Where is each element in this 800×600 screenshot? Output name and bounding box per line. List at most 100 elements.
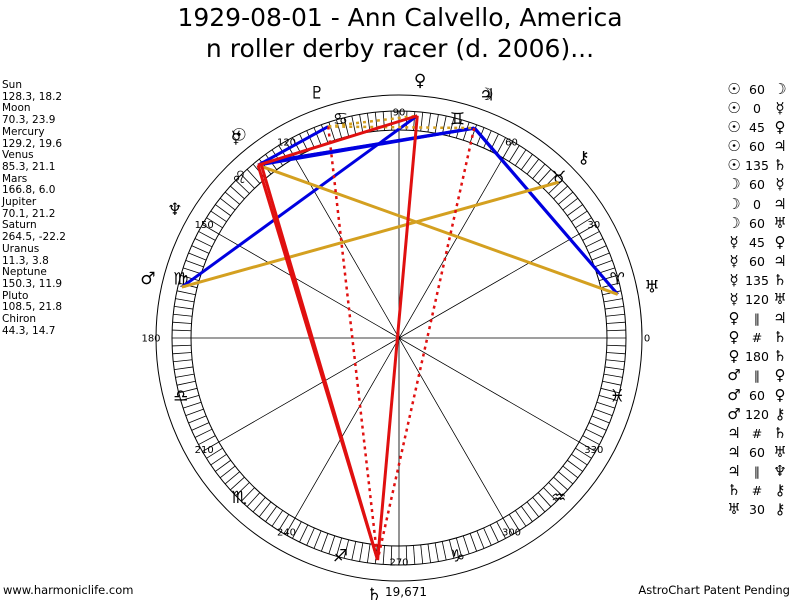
degree-tick: [182, 401, 202, 409]
aspect-row: ☉ 45 ♀: [724, 118, 790, 137]
degree-tick: [591, 252, 610, 261]
degree-tick: [502, 141, 513, 159]
planet-name: Neptune: [2, 266, 47, 279]
aspect-planet-a-icon: ♃: [727, 461, 741, 480]
aspect-value: 0: [753, 101, 761, 117]
degree-tick: [588, 245, 607, 254]
degree-tick: [258, 501, 272, 518]
aspect-planet-a-icon: ☿: [729, 290, 739, 309]
degree-tick: [606, 321, 626, 324]
aspect-planet-b-icon: ♄: [773, 347, 787, 366]
planet-name: Saturn: [2, 219, 37, 232]
degree-tick: [351, 541, 357, 561]
degree-tick: [299, 133, 309, 152]
aspect-row: ♂ 60 ♀: [724, 386, 790, 405]
degree-label: 180: [141, 334, 160, 345]
degree-tick: [359, 114, 364, 134]
degree-tick: [434, 114, 439, 134]
degree-tick: [441, 115, 447, 135]
degree-tick: [172, 352, 192, 355]
aspect-line: [260, 126, 476, 165]
degree-tick: [520, 506, 533, 522]
degree-tick: [520, 154, 533, 170]
aspect-planet-b-icon: ♀: [774, 232, 786, 251]
planet-glyph-icon: ☿: [231, 128, 241, 148]
degree-tick: [198, 435, 216, 445]
degree-tick: [235, 180, 250, 194]
degree-tick: [600, 387, 620, 394]
degree-tick: [194, 428, 213, 438]
degree-tick: [206, 447, 223, 459]
degree-label: 270: [389, 558, 408, 569]
degree-tick: [483, 130, 492, 149]
patent-footer: AstroChart Patent Pending: [638, 583, 790, 597]
aspect-row: ☉ 60 ☽: [724, 80, 790, 99]
degree-tick: [558, 471, 574, 485]
planet-name: Mercury: [2, 125, 45, 138]
degree-tick: [188, 415, 207, 424]
degree-tick: [172, 344, 192, 347]
degree-tick: [571, 210, 588, 223]
degree-label: 0: [644, 334, 650, 345]
aspect-planet-b-icon: ☿: [775, 99, 785, 118]
degree-tick: [219, 465, 236, 479]
degree-tick: [588, 422, 607, 431]
degree-tick: [526, 158, 540, 175]
degree-label: 90: [393, 108, 406, 119]
aspect-planet-b-icon: ♄: [773, 328, 787, 347]
degree-tick: [215, 204, 231, 217]
degree-tick: [185, 408, 204, 417]
aspect-line: [328, 125, 475, 130]
degree-tick: [605, 359, 625, 363]
aspect-planet-b-icon: ♀: [774, 118, 786, 137]
degree-tick: [427, 113, 431, 133]
planet-glyph-icon: ♀: [414, 71, 426, 91]
aspect-planet-b-icon: ♆: [773, 461, 787, 480]
degree-tick: [575, 447, 592, 459]
degree-tick: [427, 543, 431, 563]
degree-tick: [496, 137, 506, 155]
aspect-planet-a-icon: ☽: [727, 194, 741, 213]
degree-tick: [367, 113, 371, 133]
degree-tick: [172, 321, 192, 324]
degree-tick: [405, 545, 408, 565]
degree-tick: [320, 124, 329, 143]
degree-tick: [278, 514, 290, 531]
aspect-planet-a-icon: ☽: [727, 213, 741, 232]
aspect-planet-a-icon: ♅: [727, 500, 741, 519]
degree-tick: [420, 544, 424, 564]
planet-glyph-icon: ♅: [644, 277, 659, 297]
aspect-planet-a-icon: ☉: [727, 118, 741, 137]
degree-tick: [462, 535, 470, 555]
degree-tick: [202, 441, 220, 452]
degree-tick: [175, 373, 195, 378]
degree-tick: [382, 545, 385, 565]
aspect-row: ☽ 60 ♅: [724, 214, 790, 233]
aspect-line: [181, 114, 419, 289]
degree-tick: [582, 231, 600, 241]
aspect-line: [257, 114, 418, 167]
aspect-row: ♀ 180 ♄: [724, 347, 790, 366]
title-line-2: n roller derby racer (d. 2006)...: [205, 34, 595, 63]
spoke-line: [218, 233, 580, 443]
aspect-planet-b-icon: ⚷: [774, 500, 786, 519]
aspect-planet-a-icon: ♃: [727, 442, 741, 461]
aspect-planet-a-icon: ☉: [727, 156, 741, 175]
degree-label: 330: [584, 445, 603, 456]
degree-tick: [532, 497, 546, 513]
aspect-planet-b-icon: ♅: [773, 213, 787, 232]
planet-glyph-icon: ☉: [231, 126, 246, 146]
planet-name: Venus: [2, 149, 34, 162]
aspect-row: ♂ ∥ ♀: [724, 366, 790, 385]
zodiac-sign-icon: ♑: [450, 546, 465, 566]
degree-tick: [191, 422, 210, 431]
aspect-line: [257, 163, 619, 296]
aspect-planet-a-icon: ☽: [727, 175, 741, 194]
degree-tick: [558, 191, 574, 205]
planet-name: Uranus: [2, 242, 40, 255]
degree-tick: [455, 119, 462, 139]
degree-tick: [514, 149, 527, 166]
degree-tick: [241, 174, 255, 189]
degree-tick: [173, 313, 193, 317]
